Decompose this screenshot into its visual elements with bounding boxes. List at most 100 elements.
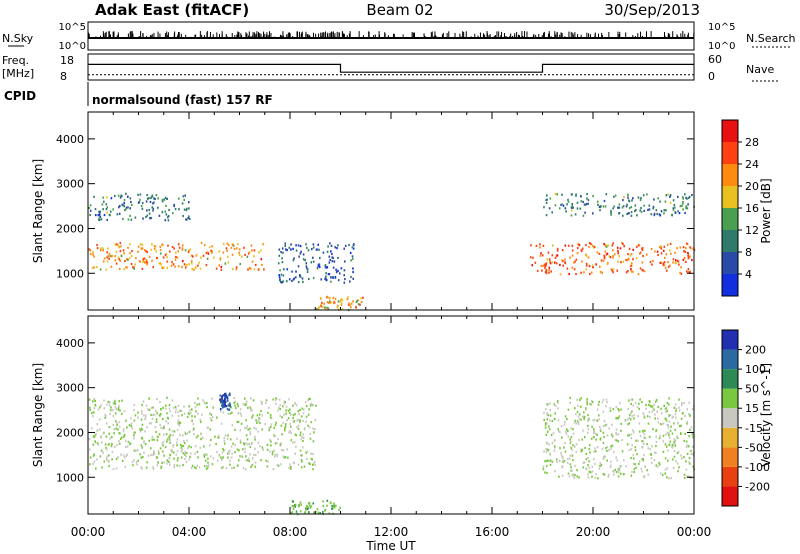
heatmap-cell xyxy=(118,404,120,408)
heatmap-cell xyxy=(560,425,563,428)
heatmap-cell xyxy=(328,261,331,264)
heatmap-cell xyxy=(341,307,344,311)
heatmap-cell xyxy=(137,250,139,253)
heatmap-cell xyxy=(333,260,336,263)
heatmap-cell xyxy=(626,259,629,262)
heatmap-cell xyxy=(685,242,688,245)
heatmap-cell xyxy=(290,512,292,515)
heatmap-cell xyxy=(199,446,202,449)
heatmap-cell xyxy=(269,416,272,419)
freq-label: Freq. xyxy=(2,54,29,67)
heatmap-cell xyxy=(276,463,278,467)
heatmap-cell xyxy=(673,406,676,409)
heatmap-cell xyxy=(114,406,117,409)
heatmap-cell xyxy=(546,422,548,425)
heatmap-cell xyxy=(153,450,155,453)
heatmap-cell xyxy=(250,442,253,445)
heatmap-cell xyxy=(632,454,635,457)
heatmap-cell xyxy=(169,454,172,457)
heatmap-cell xyxy=(602,472,605,476)
heatmap-cell xyxy=(557,401,559,404)
heatmap-cell xyxy=(625,205,628,208)
heatmap-cell xyxy=(664,417,667,420)
heatmap-cell xyxy=(618,206,620,209)
heatmap-cell xyxy=(88,248,91,251)
heatmap-cell xyxy=(163,433,165,436)
heatmap-cell xyxy=(312,462,315,465)
heatmap-cell xyxy=(337,279,340,282)
heatmap-cell xyxy=(644,429,646,432)
heatmap-cell xyxy=(225,247,228,250)
heatmap-cell xyxy=(185,460,188,463)
heatmap-cell xyxy=(181,414,183,417)
heatmap-cell xyxy=(668,414,670,417)
heatmap-cell xyxy=(649,260,652,263)
heatmap-cell xyxy=(644,465,646,468)
heatmap-cell xyxy=(274,424,277,427)
heatmap-cell xyxy=(583,203,586,206)
heatmap-cell xyxy=(338,508,340,512)
heatmap-cell xyxy=(122,249,125,252)
heatmap-cell xyxy=(673,455,676,458)
heatmap-cell xyxy=(176,450,179,453)
heatmap-cell xyxy=(181,202,184,205)
heatmap-cell xyxy=(688,445,690,448)
heatmap-cell xyxy=(675,407,677,410)
heatmap-cell xyxy=(112,415,115,418)
heatmap-cell xyxy=(198,403,201,406)
heatmap-cell xyxy=(637,196,640,199)
heatmap-cell xyxy=(587,473,589,476)
heatmap-cell xyxy=(108,432,110,435)
heatmap-cell xyxy=(270,440,272,443)
heatmap-cell xyxy=(188,458,190,461)
heatmap-cell xyxy=(575,422,578,425)
heatmap-cell xyxy=(287,409,290,412)
heatmap-cell xyxy=(151,417,154,420)
heatmap-cell xyxy=(324,508,327,511)
heatmap-cell xyxy=(588,245,590,248)
heatmap-cell xyxy=(120,436,123,439)
heatmap-cell xyxy=(202,436,204,440)
heatmap-cell xyxy=(554,204,557,207)
heatmap-cell xyxy=(92,251,94,254)
heatmap-cell xyxy=(634,402,637,405)
heatmap-cell xyxy=(178,197,180,200)
heatmap-cell xyxy=(581,260,583,263)
heatmap-cell xyxy=(148,422,151,425)
heatmap-cell xyxy=(148,255,151,258)
heatmap-cell xyxy=(330,280,332,283)
heatmap-cell xyxy=(332,266,335,269)
heatmap-cell xyxy=(275,402,277,405)
heatmap-cell xyxy=(228,408,231,411)
heatmap-cell xyxy=(325,266,328,269)
heatmap-cell xyxy=(319,512,321,515)
heatmap-cell xyxy=(195,436,198,439)
heatmap-cell xyxy=(691,408,694,411)
heatmap-cell xyxy=(302,439,304,443)
heatmap-cell xyxy=(645,407,647,410)
heatmap-cell xyxy=(96,429,99,432)
heatmap-cell xyxy=(548,402,551,405)
heatmap-cell xyxy=(657,253,659,257)
heatmap-cell xyxy=(544,266,546,269)
heatmap-cell xyxy=(602,410,605,413)
heatmap-cell xyxy=(663,263,666,266)
heatmap-cell xyxy=(321,301,323,304)
heatmap-cell xyxy=(254,436,256,439)
heatmap-cell xyxy=(256,414,259,417)
heatmap-cell xyxy=(164,196,167,199)
heatmap-cell xyxy=(202,254,205,257)
heatmap-cell xyxy=(186,207,188,210)
heatmap-cell xyxy=(630,253,633,256)
heatmap-cell xyxy=(297,265,300,268)
heatmap-cell xyxy=(197,434,199,437)
heatmap-cell xyxy=(142,400,145,403)
heatmap-cell xyxy=(305,415,308,418)
heatmap-cell xyxy=(146,260,148,264)
heatmap-cell xyxy=(300,459,303,462)
heatmap-cell xyxy=(346,298,349,301)
heatmap-cell xyxy=(674,428,677,431)
heatmap-cell xyxy=(106,206,109,209)
heatmap-cell xyxy=(322,500,324,503)
heatmap-cell xyxy=(681,204,683,207)
